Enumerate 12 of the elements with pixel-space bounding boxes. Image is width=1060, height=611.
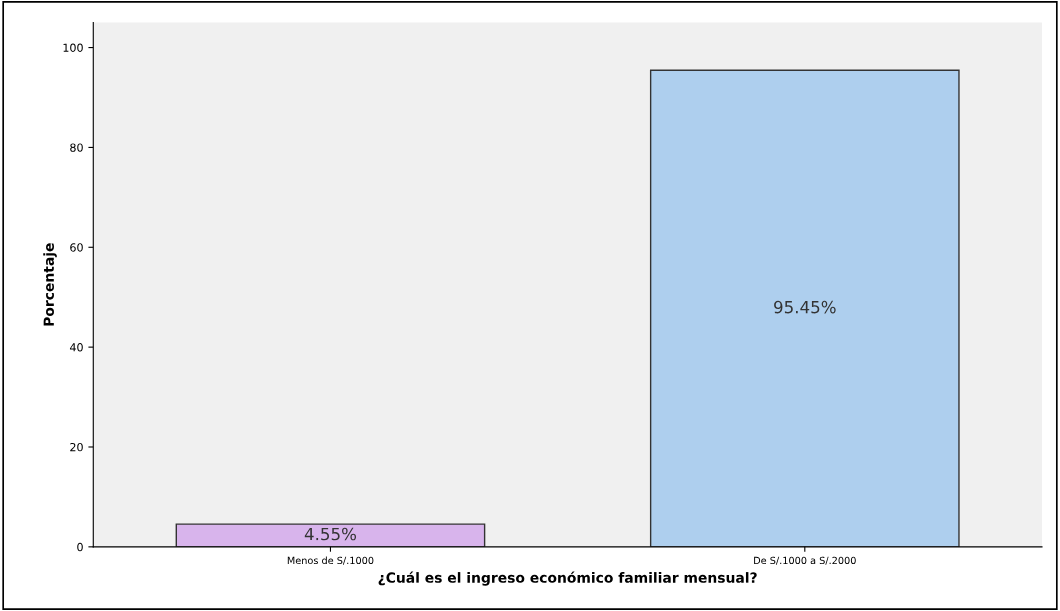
y-tick-label: 0 bbox=[77, 542, 83, 552]
data-label: 95.45% bbox=[774, 300, 836, 314]
y-tick-label: 80 bbox=[70, 143, 83, 152]
x-tick-label: De S/.1000 a S/.2000 bbox=[754, 556, 856, 565]
x-tick-label: Menos de S/.1000 bbox=[287, 556, 374, 565]
y-tick-label: 100 bbox=[63, 43, 83, 52]
y-tick-label: 20 bbox=[70, 442, 83, 452]
x-axis-title: ¿Cuál es el ingreso económico familiar mensual? bbox=[378, 571, 757, 586]
y-axis-title: Porcentaje bbox=[43, 243, 57, 326]
y-tick-label: 60 bbox=[70, 243, 83, 252]
y-tick-label: 40 bbox=[69, 343, 83, 352]
data-label: 4.55% bbox=[304, 527, 357, 541]
